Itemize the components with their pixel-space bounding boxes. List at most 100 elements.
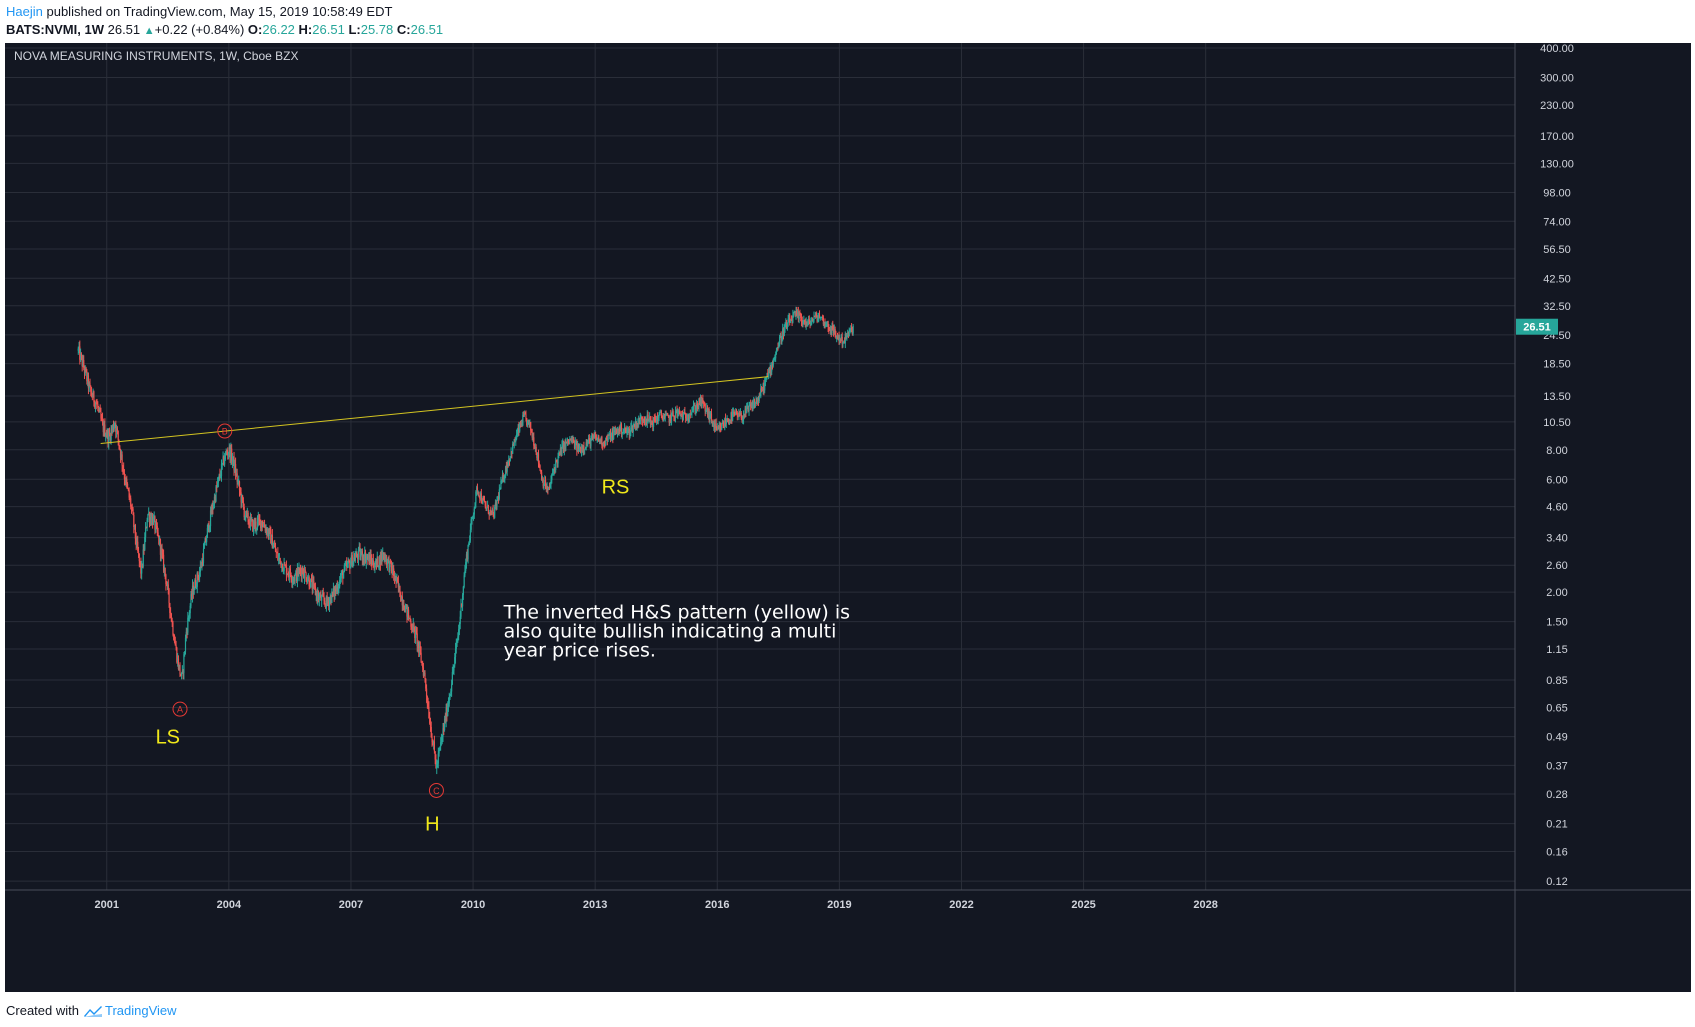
candle-body (109, 434, 111, 441)
candle-body (499, 489, 501, 490)
candle-body (149, 516, 151, 523)
candle-body (191, 594, 193, 597)
y-tick-label: 2.60 (1546, 560, 1567, 572)
candle-body (82, 360, 84, 367)
candle-body (504, 474, 506, 480)
candle-body (131, 507, 133, 509)
candle-body (373, 566, 375, 570)
candle-body (592, 436, 594, 438)
candle-body (510, 451, 512, 457)
candle-body (94, 402, 96, 407)
candle-body (670, 414, 672, 421)
candle-body (823, 322, 825, 325)
candle-body (531, 432, 533, 438)
candle-body (651, 420, 653, 425)
candle-body (145, 527, 147, 529)
candle-body (328, 601, 330, 606)
pattern-label-ls[interactable]: LS (156, 727, 180, 749)
candle-body (649, 416, 651, 420)
candle-body (705, 410, 707, 412)
candle-body (316, 592, 318, 600)
candle-body (150, 516, 152, 524)
candle-body (726, 419, 728, 423)
candle-body (766, 373, 768, 378)
tradingview-link[interactable]: TradingView (104, 1003, 177, 1018)
candle-body (702, 398, 704, 404)
candle-body (586, 442, 588, 446)
candle-body (594, 434, 596, 438)
annotation-line[interactable]: year price rises. (504, 639, 656, 661)
candle-body (292, 578, 295, 580)
pattern-label-rs[interactable]: RS (602, 476, 630, 498)
wave-marker-a[interactable]: A (172, 701, 188, 717)
candle-body (483, 497, 485, 501)
candle-body (804, 320, 806, 327)
chart-panel[interactable]: A B C LS H RS The inverted H&S pattern (yellow… (5, 43, 1691, 992)
candle-body (786, 322, 788, 329)
candle-body (687, 417, 689, 419)
candle-body (197, 572, 199, 578)
candle-body (306, 580, 309, 582)
candle-body (526, 418, 528, 426)
candle-body (656, 417, 659, 422)
pattern-label-h[interactable]: H (425, 814, 439, 836)
candle-body (640, 417, 642, 419)
candle-body (460, 603, 462, 617)
candle-body (303, 573, 305, 578)
candle-body (223, 456, 225, 465)
annotation-line[interactable]: The inverted H&S pattern (yellow) is (503, 601, 850, 623)
candle-body (324, 600, 326, 604)
candle-body (603, 442, 605, 445)
candle-body (143, 549, 145, 551)
candle-body (775, 353, 777, 359)
candle-body (356, 552, 358, 557)
candle-body (568, 441, 570, 443)
candle-body (512, 444, 514, 454)
candle-body (413, 624, 415, 627)
low-value: 25.78 (360, 22, 394, 37)
candle-body (297, 568, 299, 576)
candle-body (220, 476, 222, 477)
candle-body (813, 315, 815, 320)
neckline-trendline[interactable] (100, 376, 769, 445)
candle-body (488, 513, 490, 515)
grid-lines (5, 43, 1515, 890)
candle-body (349, 561, 351, 569)
annotation-line[interactable]: also quite bullish indicating a multi (504, 620, 837, 642)
candle-body (459, 616, 461, 624)
candle-body (231, 448, 233, 462)
candle-body (302, 568, 304, 574)
candle-body (768, 371, 770, 376)
candle-body (552, 471, 554, 473)
candle-body (130, 498, 132, 507)
wave-marker-b[interactable]: B (217, 423, 233, 439)
candle-body (201, 559, 203, 568)
candle-body (350, 555, 353, 564)
candle-body (487, 505, 490, 514)
candle-body (424, 672, 426, 679)
candle-body (425, 688, 428, 697)
price-chart[interactable]: A B C LS H RS The inverted H&S pattern (yellow… (5, 43, 1691, 992)
candle-body (144, 536, 146, 550)
candle-body (652, 424, 654, 428)
high-value: 26.51 (312, 22, 345, 37)
candle-body (166, 583, 168, 586)
candle-body (346, 563, 349, 567)
candle-body (489, 509, 491, 515)
candle-body (804, 319, 806, 321)
candle-body (335, 586, 338, 591)
candle-body (159, 539, 162, 555)
author-link[interactable]: Haejin (6, 4, 43, 19)
candle-body (830, 328, 832, 333)
candle-body (278, 557, 281, 559)
candle-body (734, 413, 736, 415)
candle-body (685, 414, 687, 419)
candle-body (431, 737, 433, 743)
wave-marker-c[interactable]: C (428, 782, 444, 798)
candle-body (85, 367, 87, 372)
candle-body (653, 417, 655, 419)
candle-body (112, 425, 114, 430)
candle-body (105, 435, 107, 437)
candle-body (831, 325, 833, 333)
candle-body (283, 563, 285, 572)
